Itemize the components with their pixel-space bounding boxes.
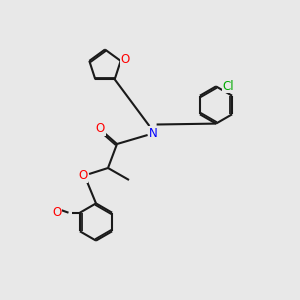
Text: O: O	[52, 206, 61, 219]
Text: Cl: Cl	[223, 80, 234, 93]
Text: N: N	[148, 127, 158, 140]
Text: O: O	[79, 169, 88, 182]
Text: O: O	[121, 53, 130, 66]
Text: O: O	[96, 122, 105, 136]
